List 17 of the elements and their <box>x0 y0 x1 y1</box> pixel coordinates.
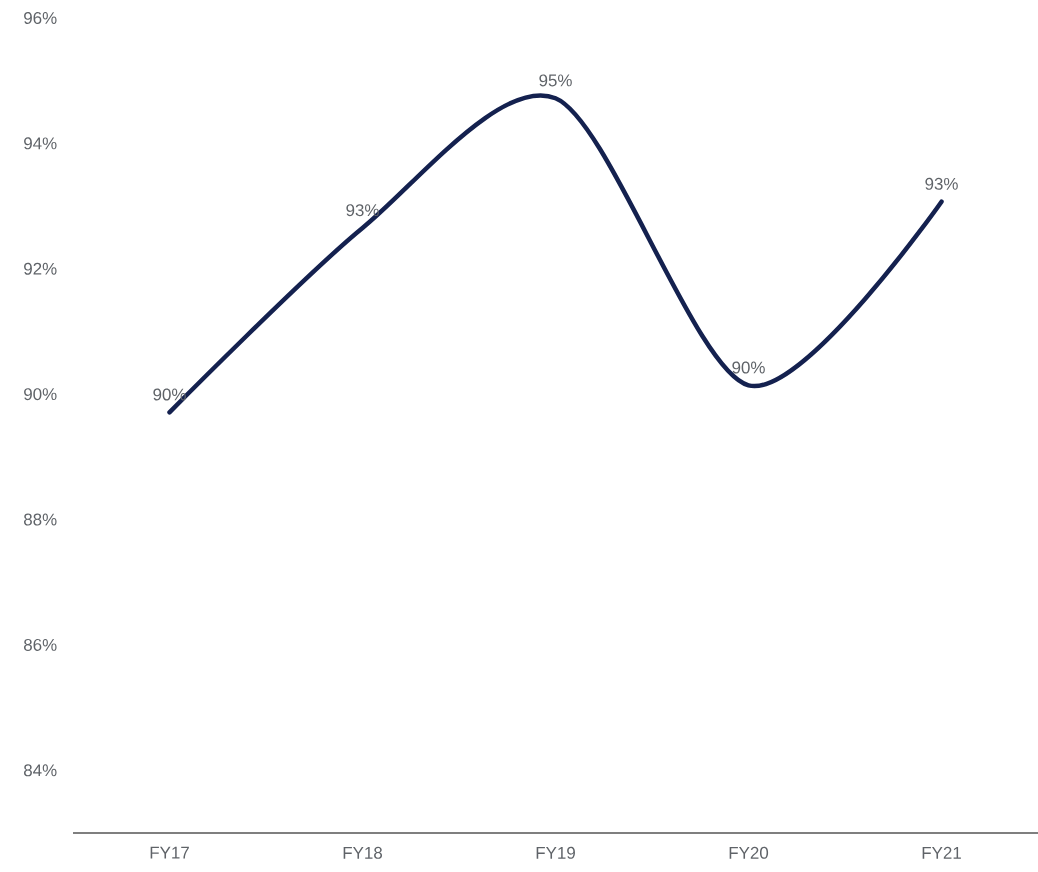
y-tick-label: 86% <box>24 638 57 651</box>
y-tick-label: 88% <box>24 513 57 526</box>
y-tick-label: 90% <box>24 388 57 401</box>
data-label: 93% <box>925 177 958 190</box>
x-tick-label: FY20 <box>729 846 769 859</box>
y-tick-label: 94% <box>24 137 57 150</box>
x-tick-label: FY17 <box>150 846 189 859</box>
data-label: 93% <box>346 204 379 217</box>
x-tick-label: FY19 <box>536 846 575 859</box>
y-tick-label: 84% <box>24 764 57 777</box>
x-tick-label: FY18 <box>343 846 383 859</box>
data-label: 90% <box>732 361 765 374</box>
y-tick-label: 92% <box>24 262 57 275</box>
data-label: 90% <box>153 388 186 401</box>
data-label: 95% <box>539 74 572 87</box>
y-tick-label: 96% <box>24 11 57 24</box>
x-tick-label: FY21 <box>922 846 961 859</box>
